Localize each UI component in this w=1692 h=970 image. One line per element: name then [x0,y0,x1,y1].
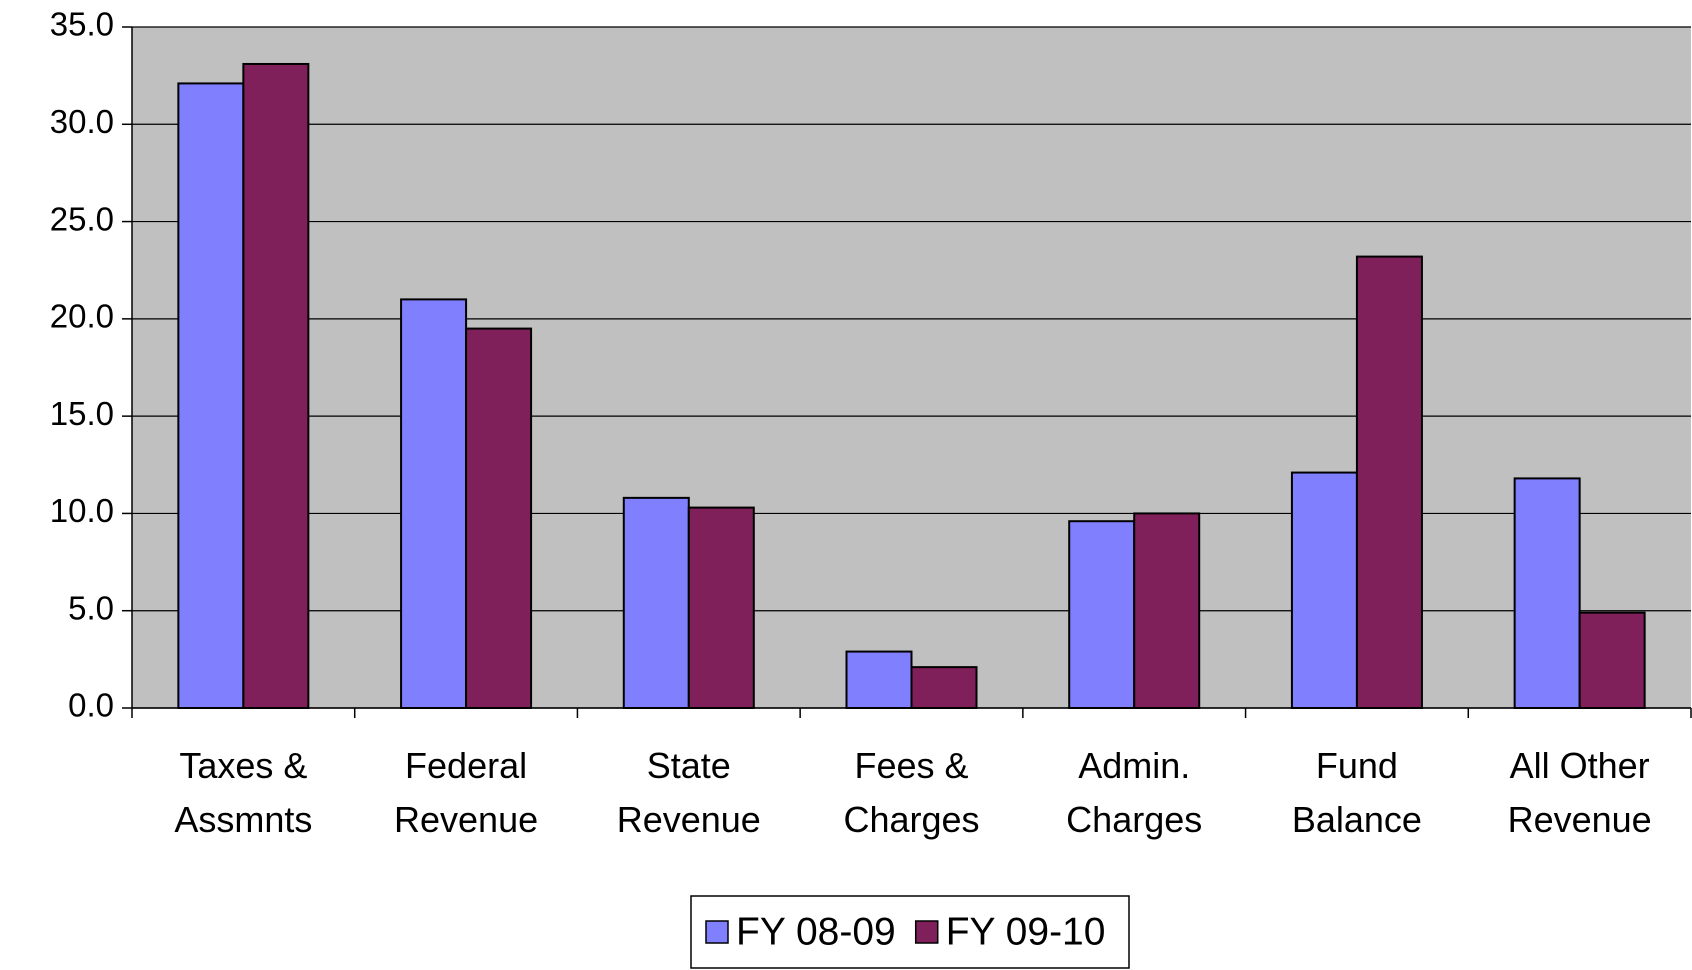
x-tick-label-line: Revenue [1508,799,1652,840]
legend-label: FY 08-09 [736,910,896,953]
plot-area [132,27,1691,708]
bar [177,82,245,709]
y-tick-label: 20.0 [50,298,114,335]
bar [910,666,978,710]
x-tick-label-line: State [647,745,731,786]
y-tick-label: 5.0 [68,589,114,626]
bar [1290,471,1358,709]
bar [465,327,533,709]
x-tick-label-line: Fees & [854,745,968,786]
x-tick-label-line: Revenue [617,799,761,840]
x-tick-label-line: All Other [1510,745,1650,786]
y-tick-label: 0.0 [68,687,114,724]
y-tick-label: 25.0 [50,200,114,237]
x-tick-label-line: Revenue [394,799,538,840]
x-tick-label: Fees & Charges [843,745,979,840]
x-tick-label: Admin. Charges [1066,745,1202,840]
bar [622,496,690,709]
x-tick-label: Federal Revenue [394,745,538,840]
bar [1133,512,1201,710]
x-tick-label-line: Taxes & [179,745,307,786]
bar [1355,255,1423,709]
x-tick-label-line: Assmnts [174,799,312,840]
bar [400,298,468,709]
legend-swatch [914,920,939,944]
bar [687,506,755,709]
bar [1513,477,1581,709]
y-tick-label: 35.0 [50,6,114,43]
y-tick-label: 30.0 [50,103,114,140]
bar [1068,520,1136,709]
x-tick-label: Taxes & Assmnts [174,745,312,840]
bar [242,62,310,710]
x-tick-label: Fund Balance [1292,745,1422,840]
x-tick-label-line: Federal [405,745,527,786]
legend-swatch [705,920,729,944]
x-tick-label: All Other Revenue [1508,745,1652,840]
legend [690,895,1130,969]
x-tick-label-line: Charges [1066,799,1202,840]
y-tick-label: 15.0 [50,395,114,432]
x-tick-label-line: Fund [1316,745,1398,786]
bar [845,650,913,709]
legend-label: FY 09-10 [946,910,1106,953]
x-tick-label: State Revenue [617,745,761,840]
bar [1578,611,1646,709]
x-tick-label-line: Balance [1292,799,1422,840]
y-tick-label: 10.0 [50,492,114,529]
x-tick-label-line: Admin. [1078,745,1190,786]
x-tick-label-line: Charges [843,799,979,840]
